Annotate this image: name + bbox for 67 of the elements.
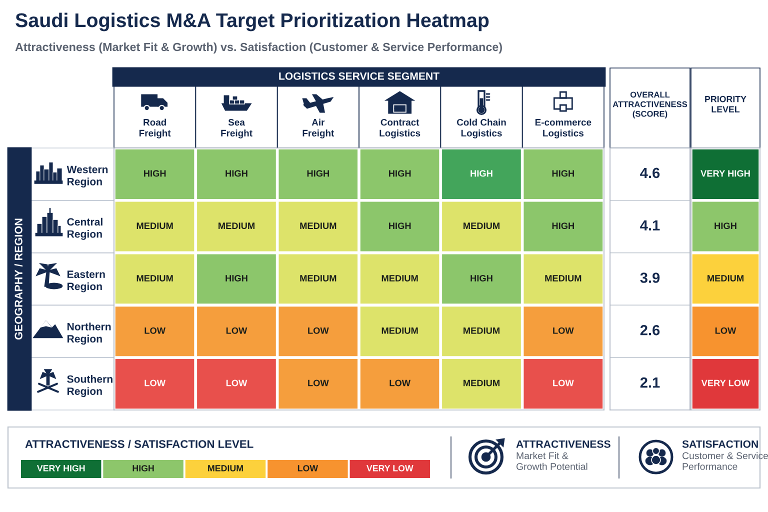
text: MEDIUM <box>464 222 500 230</box>
text: VERY LOW <box>701 380 750 386</box>
category-label: Eastern Region <box>67 270 105 292</box>
category-label: Western Region <box>66 166 108 188</box>
text: HIGH <box>470 170 492 177</box>
text: HIGH <box>307 170 330 177</box>
category-label: LOW <box>298 465 318 472</box>
text: MEDIUM <box>708 275 744 282</box>
text: MEDIUM <box>218 222 254 230</box>
text: LOW <box>715 327 736 334</box>
text: MEDIUM <box>136 222 173 230</box>
text: Customer & Service Performance <box>682 452 768 470</box>
x-tick-label: OVERALL ATTRACTIVENESS (SCORE) <box>612 92 688 118</box>
category-label: Cold Chain Logistics <box>456 118 506 138</box>
text: HIGH <box>388 170 411 177</box>
text: ATTRACTIVENESS <box>516 440 610 448</box>
text: MEDIUM <box>464 380 500 386</box>
category-label: MEDIUM <box>208 465 243 472</box>
text: HIGH <box>388 222 411 230</box>
text: MEDIUM <box>136 275 173 282</box>
text: MEDIUM <box>300 222 336 230</box>
category-label: Northern Region <box>67 322 111 345</box>
category-label: Air Freight <box>302 118 334 138</box>
text: GEOGRAPHY / REGION <box>14 218 23 340</box>
category-label: PRIORITY LEVEL <box>705 96 746 112</box>
text: LOW <box>390 380 411 386</box>
text: Attractiveness (Market Fit & Growth) vs. Satisfaction (Customer & Service Performance) <box>15 42 502 54</box>
data-label: 4.1 <box>640 220 660 230</box>
text: HIGH <box>226 274 248 282</box>
category-label: VERY HIGH <box>36 465 85 472</box>
category-label: Central Region <box>67 218 102 240</box>
text: SATISFACTION <box>682 440 758 448</box>
category-label: Sea Freight <box>221 118 252 138</box>
text: MEDIUM <box>382 275 418 282</box>
text: HIGH <box>144 170 166 177</box>
text: MEDIUM <box>545 275 582 282</box>
text: LOW <box>553 327 574 334</box>
text: HIGH <box>470 274 492 282</box>
data-label: 2.6 <box>640 324 660 336</box>
category-label: E-commerce Logistics <box>535 119 592 138</box>
text: LOW <box>226 327 248 334</box>
text: LOW <box>144 380 166 386</box>
text: HIGH <box>552 170 574 177</box>
category-label: VERY LOW <box>366 465 414 472</box>
data-label: 2.1 <box>640 377 660 388</box>
text: Market Fit & Growth Potential <box>516 452 588 470</box>
text: HIGH <box>226 170 248 177</box>
text: MEDIUM <box>300 275 336 282</box>
text: LOW <box>553 380 574 386</box>
text: MEDIUM <box>382 327 418 334</box>
text: LOW <box>144 327 166 334</box>
text: LOW <box>226 380 248 386</box>
category-label: Contract Logistics <box>380 118 420 138</box>
text: LOW <box>308 327 329 334</box>
data-label: 3.9 <box>640 272 660 283</box>
category-label: HIGH <box>132 465 154 472</box>
category-label: Southern Region <box>67 375 112 398</box>
text: HIGH <box>714 222 736 230</box>
text: Saudi Logistics M&A Target Prioritization Heatmap <box>16 12 489 32</box>
text: MEDIUM <box>464 327 500 334</box>
text: HIGH <box>552 222 574 230</box>
legend-title: ATTRACTIVENESS / SATISFACTION LEVEL <box>25 440 254 448</box>
text: LOGISTICS SERVICE SEGMENT <box>279 72 440 80</box>
category-label: Road Freight <box>139 118 171 138</box>
data-label: 4.6 <box>640 168 660 178</box>
text: VERY HIGH <box>700 170 750 177</box>
text: LOW <box>308 380 329 386</box>
